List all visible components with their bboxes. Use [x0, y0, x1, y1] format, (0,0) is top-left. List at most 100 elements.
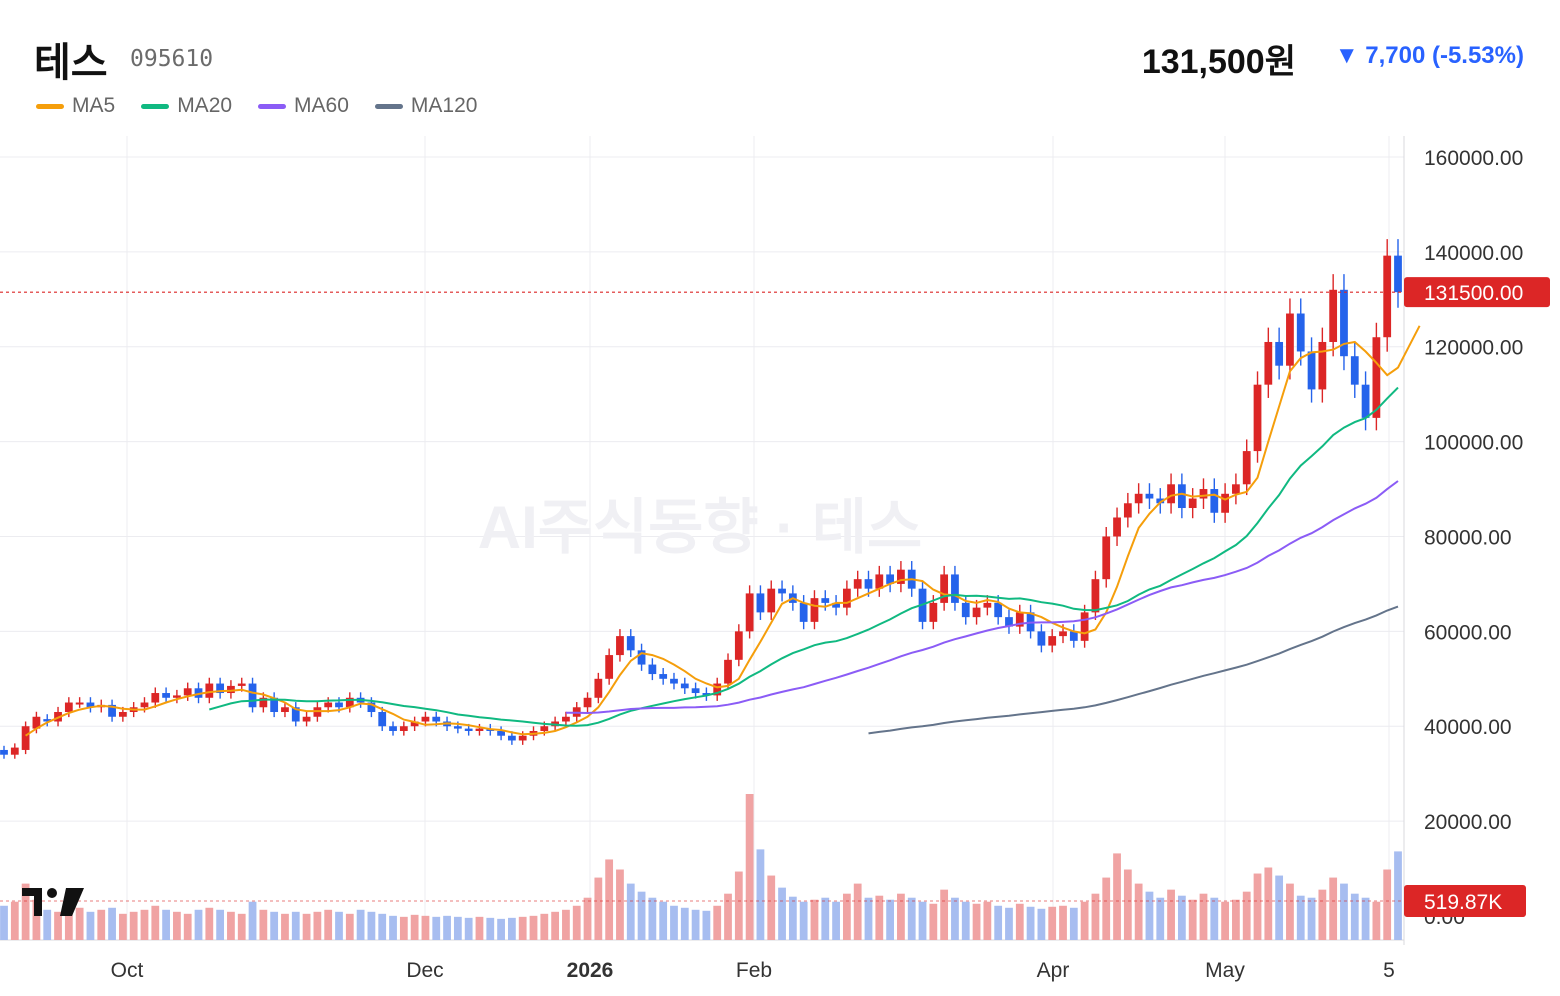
volume-bar [1340, 883, 1348, 940]
volume-bar [788, 896, 797, 940]
volume-bar [799, 901, 808, 940]
candle-body [670, 678, 678, 684]
volume-bar [518, 916, 527, 940]
candle-body [724, 659, 732, 684]
volume-bar [767, 875, 776, 940]
stock-code: 095610 [130, 46, 214, 72]
volume-bar [453, 916, 462, 940]
volume-bar [907, 897, 916, 940]
volume-bar [324, 909, 333, 940]
legend-ma120-swatch [374, 103, 403, 109]
volume-bar [432, 916, 441, 940]
ma-legend: MA5 MA20 MA60 MA120 [36, 94, 477, 118]
candle-body [464, 728, 473, 731]
candle-body [216, 683, 225, 694]
volume-bar [421, 915, 430, 940]
volume-bar [572, 905, 581, 940]
volume-bar [1361, 897, 1370, 940]
volume-bar [118, 913, 127, 940]
volume-bar [194, 909, 203, 940]
candle-body [270, 697, 279, 713]
legend-ma60[interactable]: MA60 [258, 94, 349, 118]
candle-body [842, 588, 851, 608]
volume-bar [281, 913, 289, 940]
candle-body [897, 569, 905, 584]
volume-bar [659, 901, 668, 940]
volume-bar [616, 869, 624, 940]
candle-body [886, 574, 894, 584]
volume-bar [227, 911, 235, 940]
volume-bar [302, 913, 311, 940]
volume-bar [670, 905, 678, 940]
candle-body [1048, 636, 1057, 646]
volume-bar [626, 883, 635, 940]
volume-bar [173, 911, 181, 940]
candle-body [1005, 617, 1013, 627]
markers: 131500.00 519.87K [0, 277, 1550, 917]
volume-bar [886, 899, 894, 940]
candle-body [1264, 341, 1273, 385]
candle-body [810, 598, 819, 622]
volume-bar [1296, 895, 1305, 940]
current-volume-badge [1404, 885, 1526, 917]
time-tick-label: 5 [1383, 959, 1395, 982]
volume-bar [237, 913, 246, 940]
legend-ma20[interactable]: MA20 [141, 94, 232, 118]
candle-body [0, 749, 8, 755]
current-price-badge [1404, 277, 1550, 308]
candle-body [475, 728, 484, 731]
volume-bar [1134, 883, 1143, 940]
candle-body [281, 707, 289, 713]
candle-body [929, 602, 938, 622]
candle-body [951, 574, 959, 603]
volume-bar [1232, 899, 1240, 940]
candle-body [75, 702, 84, 705]
legend-ma60-label: MA60 [294, 94, 349, 117]
volume-bar [1069, 907, 1078, 940]
volume-bar [43, 909, 52, 940]
volume-bar [1123, 869, 1132, 940]
candle-body [767, 588, 776, 613]
candle-body [43, 719, 52, 722]
candle-body [1242, 451, 1251, 485]
tradingview-logo-icon[interactable] [22, 884, 84, 918]
volume-bar [32, 899, 41, 940]
volume-bar [583, 897, 592, 940]
price-tick-label: 60000.00 [1424, 621, 1512, 644]
time-tick-label: Apr [1037, 959, 1070, 982]
candle-body [1221, 493, 1229, 513]
volume-bar [1394, 851, 1402, 940]
chart-watermark: AI주식동향 · 테스 [478, 494, 923, 561]
volume-bar [1167, 889, 1175, 940]
volume-bar [291, 911, 300, 940]
volume-bar [897, 893, 905, 940]
candle-body [637, 650, 646, 665]
candle-body [821, 598, 830, 603]
legend-ma120[interactable]: MA120 [374, 94, 477, 118]
candle-body [1156, 498, 1165, 504]
legend-ma5[interactable]: MA5 [36, 94, 115, 118]
ma-lines [25, 325, 1421, 737]
candle-body [713, 683, 722, 696]
volume-bar [97, 909, 106, 940]
volume-bar [443, 915, 451, 940]
candle-body [1134, 493, 1143, 504]
candle-body [1113, 517, 1121, 537]
candle-body [940, 574, 949, 603]
price-tick-label: 140000.00 [1424, 242, 1523, 265]
candle-body [680, 683, 689, 689]
candle-body [1177, 484, 1186, 509]
volume-bar [734, 871, 743, 940]
candle-body [1145, 493, 1154, 499]
candle-body [756, 593, 765, 613]
volume-bar [1005, 907, 1013, 940]
volume-bar [842, 893, 851, 940]
candle-body [399, 726, 408, 731]
volume-bar [562, 909, 570, 940]
candle-body [1329, 289, 1338, 342]
volume-bar [594, 877, 603, 940]
volume-bar [1286, 883, 1294, 940]
candle-body [778, 588, 786, 594]
candle-body [562, 716, 570, 722]
